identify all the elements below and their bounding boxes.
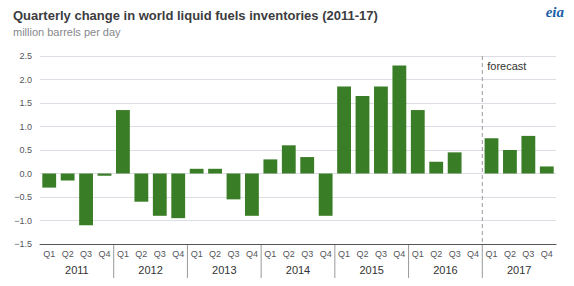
svg-text:−1.5: −1.5 (14, 239, 32, 249)
svg-text:Q4: Q4 (98, 249, 110, 259)
svg-text:Q4: Q4 (320, 249, 332, 259)
svg-text:Q1: Q1 (338, 249, 350, 259)
svg-text:Q2: Q2 (430, 249, 442, 259)
svg-text:Q2: Q2 (209, 249, 221, 259)
svg-text:Q4: Q4 (393, 249, 405, 259)
svg-text:1.0: 1.0 (19, 122, 32, 132)
svg-text:Q2: Q2 (356, 249, 368, 259)
svg-text:Q3: Q3 (522, 249, 534, 259)
svg-text:−1.0: −1.0 (14, 216, 32, 226)
svg-text:Q1: Q1 (43, 249, 55, 259)
svg-text:Q4: Q4 (467, 249, 479, 259)
svg-text:Q4: Q4 (172, 249, 184, 259)
svg-text:Q1: Q1 (264, 249, 276, 259)
svg-text:eia: eia (546, 4, 565, 20)
svg-text:2011: 2011 (65, 264, 89, 276)
svg-text:Q3: Q3 (154, 249, 166, 259)
svg-text:Q3: Q3 (227, 249, 239, 259)
svg-text:Q1: Q1 (412, 249, 424, 259)
svg-text:Q4: Q4 (246, 249, 258, 259)
svg-text:2017: 2017 (507, 264, 531, 276)
svg-text:Q1: Q1 (191, 249, 203, 259)
svg-text:Quarterly change in world liqu: Quarterly change in world liquid fuels i… (13, 8, 378, 23)
svg-text:0.0: 0.0 (19, 169, 32, 179)
svg-text:2014: 2014 (286, 264, 310, 276)
svg-text:Q3: Q3 (449, 249, 461, 259)
svg-text:Q2: Q2 (283, 249, 295, 259)
svg-text:0.5: 0.5 (19, 145, 32, 155)
svg-text:Q2: Q2 (135, 249, 147, 259)
svg-text:Q1: Q1 (485, 249, 497, 259)
svg-text:−0.5: −0.5 (14, 192, 32, 202)
svg-text:Q1: Q1 (117, 249, 129, 259)
svg-text:2015: 2015 (359, 264, 383, 276)
svg-text:2.0: 2.0 (19, 75, 32, 85)
svg-text:2012: 2012 (138, 264, 162, 276)
svg-text:Q2: Q2 (62, 249, 74, 259)
svg-text:1.5: 1.5 (19, 98, 32, 108)
svg-text:2013: 2013 (212, 264, 236, 276)
svg-text:Q3: Q3 (375, 249, 387, 259)
svg-text:2016: 2016 (433, 264, 457, 276)
svg-text:million barrels per day: million barrels per day (13, 26, 121, 38)
svg-text:Q3: Q3 (301, 249, 313, 259)
svg-text:Q3: Q3 (80, 249, 92, 259)
svg-text:forecast: forecast (487, 60, 526, 72)
svg-text:Q2: Q2 (504, 249, 516, 259)
svg-text:Q4: Q4 (541, 249, 553, 259)
svg-text:2.5: 2.5 (19, 51, 32, 61)
